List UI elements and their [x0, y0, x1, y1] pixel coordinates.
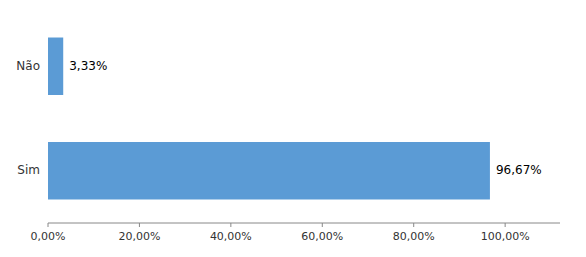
y-axis: Sim Não: [16, 59, 40, 178]
x-tick-label: 0,00%: [31, 230, 66, 243]
x-tick-label: 20,00%: [118, 230, 160, 243]
bars: [48, 38, 490, 200]
x-tick-label: 80,00%: [393, 230, 435, 243]
bar: [48, 38, 63, 95]
x-tick-label: 60,00%: [301, 230, 343, 243]
data-labels: 96,67% 3,33%: [69, 59, 541, 178]
category-label: Sim: [17, 163, 40, 177]
x-tick-label: 40,00%: [210, 230, 252, 243]
chart-container: 0,00% 20,00% 40,00% 60,00% 80,00% 100,00% Sim N…: [0, 0, 586, 257]
x-axis: 0,00% 20,00% 40,00% 60,00% 80,00% 100,00%: [31, 223, 560, 243]
x-axis-line: [48, 223, 560, 224]
chart: 0,00% 20,00% 40,00% 60,00% 80,00% 100,00% Sim N…: [0, 0, 586, 257]
category-label: Não: [16, 59, 40, 73]
data-label: 96,67%: [496, 163, 542, 177]
x-tick-label: 100,00%: [481, 230, 530, 243]
x-tick: [322, 223, 323, 227]
x-tick: [413, 223, 414, 227]
x-tick: [139, 223, 140, 227]
data-label: 3,33%: [69, 59, 107, 73]
x-tick: [48, 223, 49, 227]
x-tick: [505, 223, 506, 227]
x-tick: [230, 223, 231, 227]
bar: [48, 142, 490, 199]
